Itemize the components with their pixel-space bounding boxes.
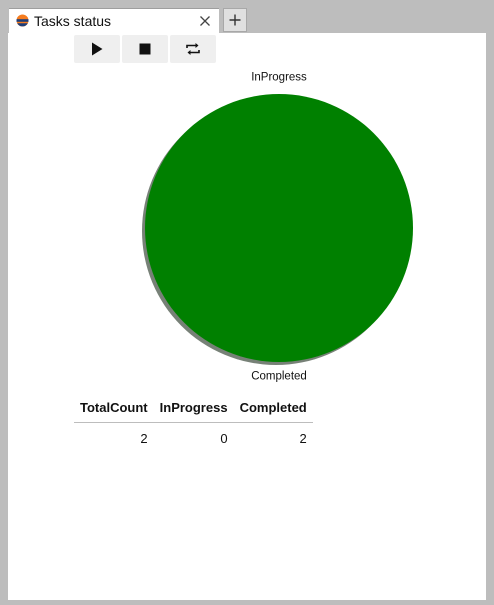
column-header-inprogress: InProgress [153, 395, 234, 423]
app-logo-icon [16, 14, 29, 32]
repeat-icon [186, 43, 200, 55]
table-row: 2 0 2 [74, 423, 313, 452]
column-header-completed: Completed [233, 395, 313, 423]
cell-completed: 2 [299, 431, 307, 446]
new-tab-button[interactable] [223, 8, 247, 32]
tab-tasks-status[interactable]: Tasks status [9, 8, 219, 33]
table-header-row: TotalCount InProgress Completed [74, 395, 313, 423]
toolbar [74, 35, 216, 63]
stop-button[interactable] [122, 35, 168, 63]
pie-label-inprogress: InProgress [251, 72, 307, 84]
stop-icon [139, 43, 151, 55]
main-panel: InProgress Completed TotalCount InProgres… [8, 33, 486, 600]
play-icon [92, 42, 103, 56]
tab-title: Tasks status [34, 13, 112, 29]
column-header-totalcount: TotalCount [74, 395, 154, 423]
plus-icon [229, 14, 241, 26]
refresh-button[interactable] [170, 35, 216, 63]
cell-inprogress: 0 [220, 431, 228, 446]
status-table: TotalCount InProgress Completed 2 0 2 [74, 395, 313, 451]
pie-slice-completed [145, 94, 413, 362]
cell-totalcount: 2 [140, 431, 148, 446]
pie-chart: InProgress Completed [142, 72, 413, 382]
pie-label-completed: Completed [251, 370, 307, 382]
tab-bar: Tasks status [0, 0, 494, 33]
run-button[interactable] [74, 35, 120, 63]
close-icon[interactable] [196, 12, 214, 30]
